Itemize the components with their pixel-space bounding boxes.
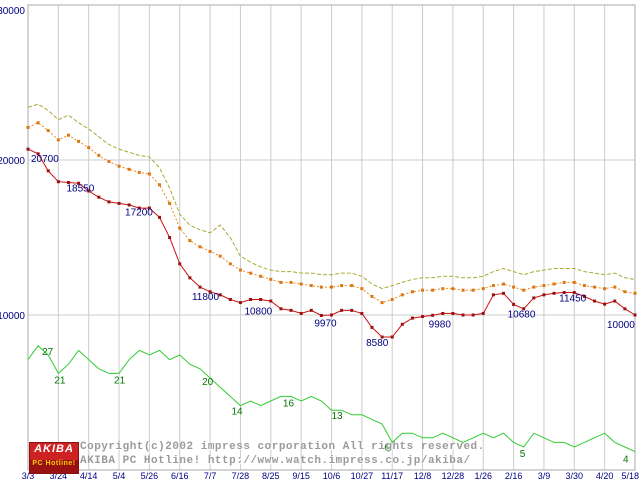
price-label: 11450	[559, 294, 587, 305]
price-label: 9980	[429, 319, 452, 330]
x-tick-label: 7/28	[232, 471, 250, 480]
site-url-line: AKIBA PC Hotline! http://www.watch.impre…	[80, 455, 471, 467]
pc-hotline-logo-text: PC Hotline!	[30, 460, 78, 473]
x-tick-label: 9/15	[292, 471, 310, 480]
price-label: 8580	[366, 338, 389, 349]
x-tick-label: 3/3	[22, 471, 35, 480]
series-shop-count	[27, 345, 636, 453]
x-tick-label: 3/24	[50, 471, 68, 480]
shop-count-label: 20	[202, 377, 214, 388]
x-tick-label: 12/8	[414, 471, 432, 480]
x-tick-label: 11/17	[381, 471, 403, 480]
akiba-logo: AKIBA PC Hotline!	[30, 443, 78, 473]
copyright-line: Copyright(c)2002 impress corporation All…	[80, 441, 485, 453]
series-lowest-price	[26, 147, 637, 339]
x-tick-label: 10/6	[323, 471, 341, 480]
price-label: 10680	[508, 309, 536, 320]
plot-border	[27, 4, 636, 471]
y-tick-label: 10000	[0, 311, 25, 322]
price-label: 10800	[244, 307, 272, 318]
x-tick-label: 4/14	[80, 471, 98, 480]
shop-count-label: 16	[283, 398, 295, 409]
x-tick-label: 8/25	[262, 471, 280, 480]
x-tick-label: 5/18	[621, 471, 639, 480]
series-average-price	[26, 121, 637, 305]
axis-labels: 3/3 3/24 4/14 5/4 5/26 6/16 7/7 7/28 8/25 9/15 10/…	[0, 6, 639, 480]
price-label: 20700	[31, 154, 59, 165]
shop-count-label: 27	[42, 347, 54, 358]
price-label: 10000	[607, 320, 635, 331]
price-label: 11800	[192, 292, 220, 303]
shop-count-label: 13	[332, 411, 344, 422]
x-tick-label: 12/28	[442, 471, 465, 480]
x-tick-label: 3/9	[538, 471, 551, 480]
y-tick-label: 20000	[0, 156, 25, 167]
y-tick-label: 30000	[0, 6, 25, 17]
x-tick-label: 7/7	[204, 471, 217, 480]
x-tick-label: 3/30	[566, 471, 584, 480]
x-tick-label: 6/16	[171, 471, 189, 480]
x-tick-label: 10/27	[351, 471, 374, 480]
price-label: 17200	[125, 207, 153, 218]
shop-count-label: 21	[54, 375, 66, 386]
x-tick-label: 2/16	[505, 471, 523, 480]
watermark: Copyright(c)2002 impress corporation All…	[80, 440, 485, 468]
series-highest-price	[27, 103, 636, 290]
shop-count-label: 6	[384, 442, 390, 453]
akiba-logo-text: AKIBA	[30, 443, 78, 460]
price-label: 9970	[314, 318, 337, 329]
shop-count-label: 14	[231, 407, 243, 418]
x-tick-label: 5/4	[113, 471, 126, 480]
shop-count-label: 5	[520, 449, 526, 460]
shop-count-label: 4	[623, 455, 629, 466]
x-tick-label: 5/26	[141, 471, 159, 480]
x-tick-label: 4/20	[596, 471, 614, 480]
shop-count-label: 21	[114, 375, 126, 386]
x-tick-label: 1/26	[474, 471, 492, 480]
gridlines	[27, 4, 636, 470]
data-labels: 20700 18550 17200 11800 10800 9970 8580 9980 106…	[31, 154, 635, 465]
price-label: 18550	[66, 183, 94, 194]
